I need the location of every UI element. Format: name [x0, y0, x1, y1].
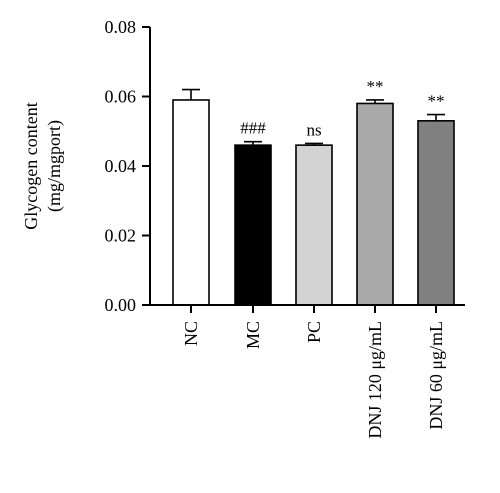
- bars: ### ns ** **: [172, 77, 455, 306]
- bar: [295, 144, 333, 306]
- significance-label: **: [367, 77, 384, 96]
- x-tick-label: DNJ 120 μg/mL: [365, 321, 385, 439]
- bar: [356, 102, 394, 306]
- y-axis-title-line-1: Glycogen content: [21, 102, 41, 229]
- y-tick-label: 0.02: [105, 226, 137, 246]
- y-axis-title: Glycogen content (mg/mgport): [21, 102, 65, 229]
- y-tick-label: 0.00: [105, 295, 137, 315]
- bar: [234, 144, 272, 306]
- x-tick-label: NC: [181, 321, 201, 346]
- x-axis: NC MC PC DNJ 120 μg/mL DNJ 60 μg/mL: [150, 304, 465, 439]
- x-tick-label: MC: [243, 321, 263, 349]
- x-tick-label: DNJ 60 μg/mL: [426, 321, 446, 430]
- significance-label: **: [428, 92, 445, 111]
- bar: [172, 99, 210, 306]
- y-tick-label: 0.08: [105, 17, 137, 37]
- significance-label: ns: [306, 120, 321, 139]
- y-axis-title-line-2: (mg/mgport): [44, 120, 65, 212]
- y-axis: 0.00 0.02 0.04 0.06 0.08: [105, 17, 151, 315]
- x-tick-label: PC: [304, 321, 324, 343]
- bar: [417, 120, 455, 306]
- y-tick-label: 0.04: [105, 156, 137, 176]
- significance-label: ###: [240, 119, 266, 138]
- y-tick-label: 0.06: [105, 87, 137, 107]
